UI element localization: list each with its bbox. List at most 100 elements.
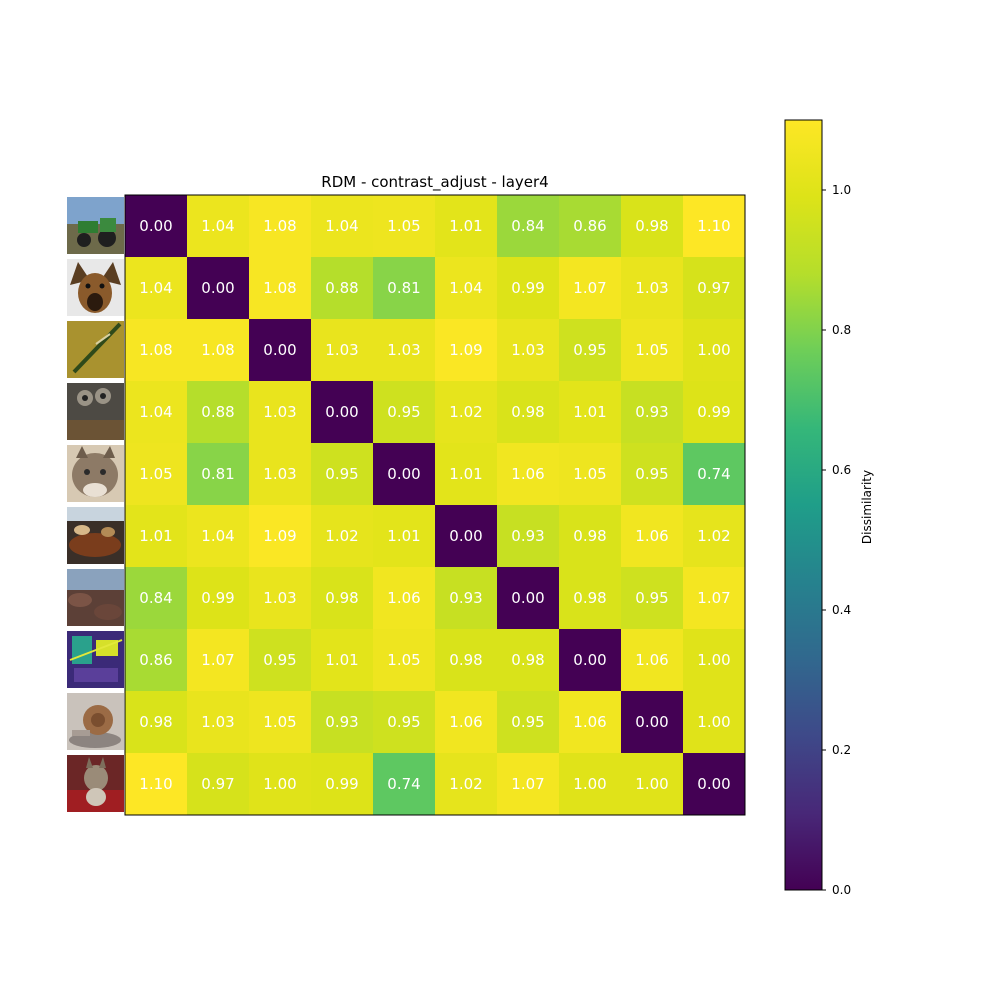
cell-value-label: 0.93 xyxy=(635,403,668,421)
cell-value-label: 1.01 xyxy=(449,217,482,235)
heatmap-cell xyxy=(187,753,249,815)
heatmap-cell xyxy=(559,319,621,381)
heatmap-cell xyxy=(125,753,187,815)
heatmap-cell xyxy=(125,443,187,505)
cell-value-label: 1.06 xyxy=(511,465,544,483)
cell-value-label: 0.93 xyxy=(325,713,358,731)
cell-value-label: 0.81 xyxy=(201,465,234,483)
heatmap-cell xyxy=(125,505,187,567)
heatmap-cell xyxy=(311,257,373,319)
heatmap-cell xyxy=(311,319,373,381)
heatmap-cell xyxy=(249,381,311,443)
cell-value-label: 0.98 xyxy=(573,527,606,545)
colorbar-tick-label: 0.2 xyxy=(832,743,851,757)
heatmap-cell xyxy=(373,195,435,257)
heatmap-cell xyxy=(683,319,745,381)
cell-value-label: 0.98 xyxy=(635,217,668,235)
heatmap-cell xyxy=(683,257,745,319)
heatmap-cell xyxy=(559,195,621,257)
heatmap-cell xyxy=(559,257,621,319)
heatmap-cell xyxy=(497,629,559,691)
cell-value-label: 1.00 xyxy=(697,341,730,359)
heatmap-cell xyxy=(373,443,435,505)
cell-value-label: 1.05 xyxy=(387,651,420,669)
heatmap-cell xyxy=(125,691,187,753)
cell-value-label: 0.99 xyxy=(697,403,730,421)
heatmap-cell xyxy=(559,753,621,815)
cell-value-label: 1.03 xyxy=(263,403,296,421)
cell-value-label: 1.05 xyxy=(573,465,606,483)
cell-value-label: 0.00 xyxy=(449,527,482,545)
cell-value-label: 0.98 xyxy=(573,589,606,607)
heatmap-cell xyxy=(187,629,249,691)
cell-value-label: 0.95 xyxy=(387,403,420,421)
heatmap-cell xyxy=(683,691,745,753)
tractor-thumbnail-icon xyxy=(67,197,124,254)
heatmap-cell-labels: 0.00 1.04 1.08 1.04 1.05 1.01 0.84 0.86 0.98 1.10… xyxy=(139,217,730,793)
cell-value-label: 1.08 xyxy=(201,341,234,359)
colorbar-label: Dissimilarity xyxy=(860,470,874,544)
cell-value-label: 1.09 xyxy=(263,527,296,545)
cell-value-label: 0.00 xyxy=(201,279,234,297)
cell-value-label: 0.98 xyxy=(511,403,544,421)
heatmap-cell xyxy=(621,753,683,815)
cell-value-label: 0.95 xyxy=(263,651,296,669)
heatmap-cell xyxy=(187,691,249,753)
heatmap-cell xyxy=(683,195,745,257)
rocks-thumbnail-icon xyxy=(67,569,124,626)
colorbar-ticks: 0.0 0.2 0.4 0.6 0.8 1.0 xyxy=(822,183,851,897)
colorbar xyxy=(784,119,823,891)
cell-value-label: 1.07 xyxy=(697,589,730,607)
cell-value-label: 1.09 xyxy=(449,341,482,359)
poster-thumbnail-icon xyxy=(67,631,124,688)
cell-value-label: 0.95 xyxy=(635,465,668,483)
cell-value-label: 0.95 xyxy=(573,341,606,359)
heatmap-cell xyxy=(435,195,497,257)
cell-value-label: 1.03 xyxy=(511,341,544,359)
cell-value-label: 0.88 xyxy=(325,279,358,297)
heatmap-cell xyxy=(435,629,497,691)
cell-value-label: 0.81 xyxy=(387,279,420,297)
cell-value-label: 0.98 xyxy=(449,651,482,669)
cell-value-label: 1.08 xyxy=(263,279,296,297)
heatmap-cell xyxy=(311,629,373,691)
cell-value-label: 1.04 xyxy=(449,279,482,297)
cell-value-label: 1.00 xyxy=(635,775,668,793)
cell-value-label: 0.86 xyxy=(139,651,172,669)
colorbar-tick-label: 0.8 xyxy=(832,323,851,337)
colorbar-tick-label: 0.0 xyxy=(832,883,851,897)
cell-value-label: 1.06 xyxy=(635,527,668,545)
heatmap-cell xyxy=(497,381,559,443)
cell-value-label: 0.99 xyxy=(201,589,234,607)
cell-value-label: 1.02 xyxy=(449,775,482,793)
heatmap-cell xyxy=(559,567,621,629)
cell-value-label: 0.93 xyxy=(511,527,544,545)
cell-value-label: 1.04 xyxy=(201,217,234,235)
cell-value-label: 1.06 xyxy=(387,589,420,607)
cell-value-label: 0.00 xyxy=(635,713,668,731)
heatmap-cell xyxy=(497,319,559,381)
heatmap-cell xyxy=(435,691,497,753)
heatmap-cell xyxy=(497,195,559,257)
heatmap-cell xyxy=(249,257,311,319)
cell-value-label: 0.74 xyxy=(697,465,730,483)
heatmap-cell xyxy=(125,567,187,629)
cell-value-label: 0.86 xyxy=(573,217,606,235)
cell-value-label: 1.04 xyxy=(139,403,172,421)
heatmap-cell xyxy=(621,443,683,505)
cell-value-label: 1.03 xyxy=(263,589,296,607)
colorbar-tick-label: 1.0 xyxy=(832,183,851,197)
heatmap-cell xyxy=(311,195,373,257)
heatmap-cell xyxy=(373,567,435,629)
cell-value-label: 0.00 xyxy=(387,465,420,483)
cell-value-label: 0.00 xyxy=(325,403,358,421)
heatmap-cell xyxy=(311,567,373,629)
cell-value-label: 0.00 xyxy=(573,651,606,669)
cell-value-label: 1.06 xyxy=(635,651,668,669)
heatmap-cell xyxy=(311,381,373,443)
cell-value-label: 0.00 xyxy=(263,341,296,359)
cell-value-label: 0.99 xyxy=(511,279,544,297)
heatmap-cell xyxy=(621,567,683,629)
heatmap-cell xyxy=(311,753,373,815)
heatmap-cell xyxy=(621,195,683,257)
